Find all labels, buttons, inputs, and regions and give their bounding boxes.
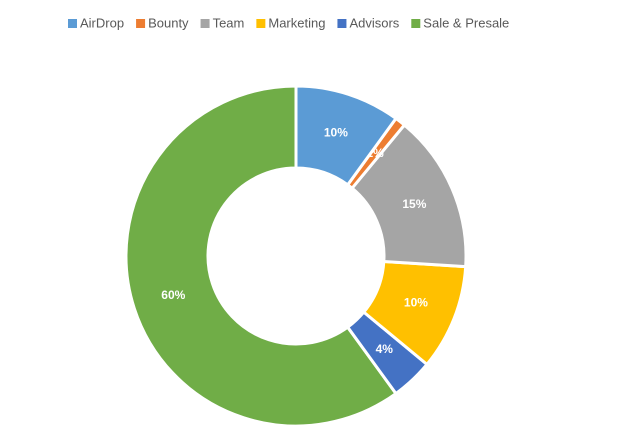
data-label: 60% (161, 288, 185, 302)
legend-marker (68, 19, 77, 28)
donut-slice (124, 84, 399, 428)
legend-marker (200, 19, 210, 28)
legend-label: Team (213, 15, 245, 30)
data-label: 10% (324, 125, 348, 139)
legend-label: AirDrop (80, 15, 124, 30)
legend-label: Advisors (349, 15, 399, 30)
legend-label: Sale & Presale (423, 15, 509, 30)
donut-slice (361, 259, 468, 367)
data-label: 15% (402, 197, 426, 211)
donut-slice (345, 309, 430, 396)
data-label: 4% (376, 342, 394, 356)
donut-slice (349, 122, 468, 269)
legend-marker (136, 19, 146, 28)
donut-slice (294, 84, 399, 187)
legend-marker (337, 19, 347, 28)
legend-label: Marketing (268, 15, 325, 30)
data-label: 10% (404, 296, 428, 310)
legend-marker (256, 19, 266, 28)
legend-label: Bounty (148, 15, 189, 30)
legend-marker (411, 19, 421, 28)
